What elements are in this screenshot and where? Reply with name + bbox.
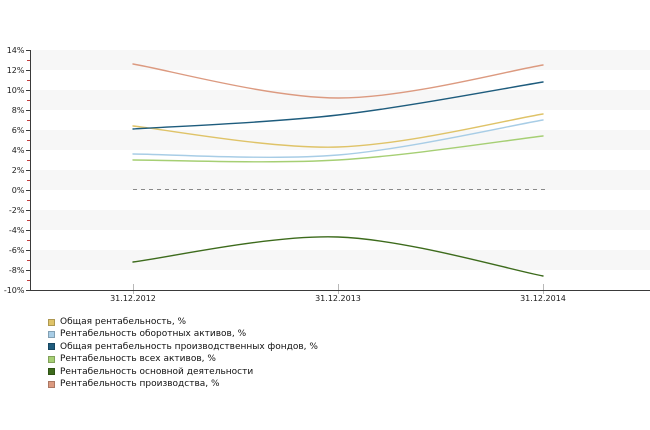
legend-label: Рентабельность производства, % xyxy=(60,378,220,389)
legend-label: Общая рентабельность, % xyxy=(60,317,187,327)
series-line xyxy=(132,113,544,148)
series-line xyxy=(132,135,544,163)
plot-stripe xyxy=(31,50,650,70)
legend-label: Общая рентабельность производственных фо… xyxy=(60,341,318,352)
legend-item: Рентабельность оборотных активов, % xyxy=(48,328,318,340)
legend-swatch xyxy=(48,368,55,376)
plot-area: 14% 12% 10% 8% 6% 4% 2% 0% -2% -4% -6% -8% -10% 31.12… xyxy=(4,46,650,303)
y-axis-label: -6% xyxy=(9,246,25,255)
plot-stripe xyxy=(31,210,650,230)
x-axis-label: 31.12.2014 xyxy=(520,294,566,303)
chart-legend: Общая рентабельность, % Рентабельность о… xyxy=(48,316,318,390)
y-axis-label: 6% xyxy=(12,126,25,135)
series-line xyxy=(132,119,544,158)
series-line xyxy=(132,63,544,99)
legend-item: Рентабельность производства, % xyxy=(48,378,318,390)
plot-stripe xyxy=(31,250,650,270)
y-axis-label: 0% xyxy=(12,186,25,195)
y-axis-label: 14% xyxy=(7,46,25,55)
y-axis-label: 2% xyxy=(12,166,25,175)
legend-label: Рентабельность основной деятельности xyxy=(60,366,254,377)
legend-swatch xyxy=(48,331,55,339)
legend-item: Рентабельность основной деятельности xyxy=(48,366,318,378)
legend-swatch xyxy=(48,318,55,326)
y-axis-label: -2% xyxy=(9,206,25,215)
y-axis-label: -8% xyxy=(9,266,25,275)
legend-label: Рентабельность оборотных активов, % xyxy=(60,329,247,340)
x-axis-label: 31.12.2013 xyxy=(315,294,361,303)
y-axis-label: 10% xyxy=(7,86,25,95)
series-line xyxy=(132,236,544,277)
legend-item: Рентабельность всех активов, % xyxy=(48,353,318,365)
plot-stripe xyxy=(31,130,650,150)
legend-swatch xyxy=(48,380,55,388)
y-axis-label: -10% xyxy=(4,286,25,295)
plot-stripe xyxy=(31,170,650,190)
x-axis-label: 31.12.2012 xyxy=(110,294,156,303)
plot-stripe xyxy=(31,90,650,110)
legend-item: Общая рентабельность производственных фо… xyxy=(48,341,318,353)
legend-swatch xyxy=(48,355,55,363)
legend-label: Рентабельность всех активов, % xyxy=(60,354,216,365)
series-line xyxy=(132,81,544,130)
legend-swatch xyxy=(48,343,55,351)
legend-item: Общая рентабельность, % xyxy=(48,316,318,328)
y-axis-label: 4% xyxy=(12,146,25,155)
y-axis-label: 8% xyxy=(12,106,25,115)
y-axis-label: 12% xyxy=(7,66,25,75)
y-axis-label: -4% xyxy=(9,226,25,235)
